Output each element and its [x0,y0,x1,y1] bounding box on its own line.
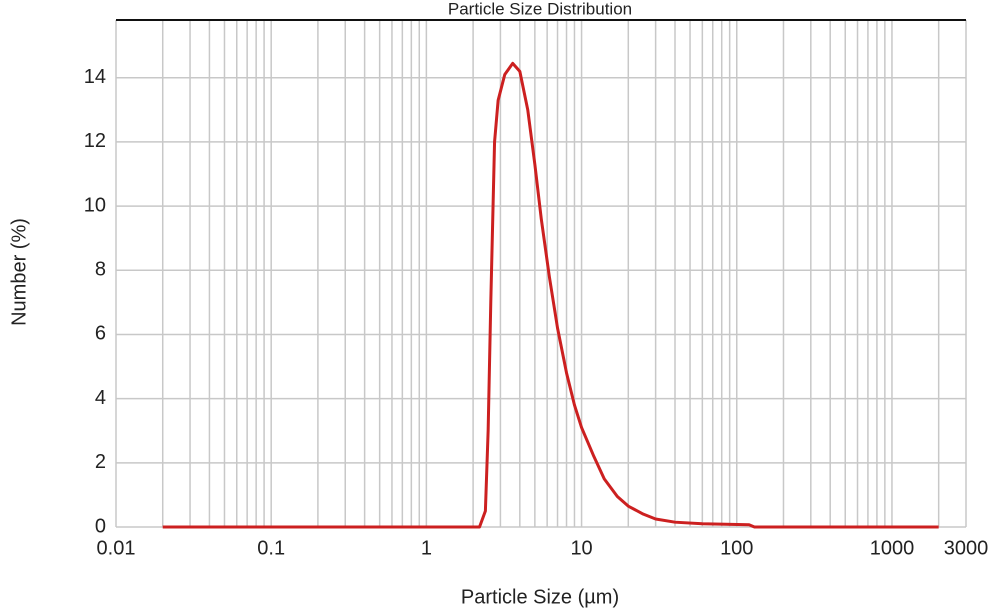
y-tick-label: 2 [95,451,106,473]
y-tick-label: 10 [84,194,106,216]
y-axis-label: Number (%) [8,218,30,326]
y-tick-label: 14 [84,66,106,88]
y-tick-label: 6 [95,323,106,345]
data-line [162,61,939,529]
chart-title: Particle Size Distribution [448,0,632,18]
y-tick-label: 0 [95,515,106,537]
x-tick-label: 100 [720,537,753,559]
x-tick-label: 1 [421,537,432,559]
y-tick-label: 4 [95,387,106,409]
x-tick-label: 1000 [870,537,915,559]
x-tick-label: 0.01 [97,537,136,559]
x-tick-label: 3000 [944,537,989,559]
x-tick-label: 0.1 [257,537,285,559]
x-tick-label: 10 [570,537,592,559]
y-tick-label: 8 [95,259,106,281]
y-tick-label: 12 [84,130,106,152]
x-axis-label: Particle Size (µm) [461,586,619,608]
